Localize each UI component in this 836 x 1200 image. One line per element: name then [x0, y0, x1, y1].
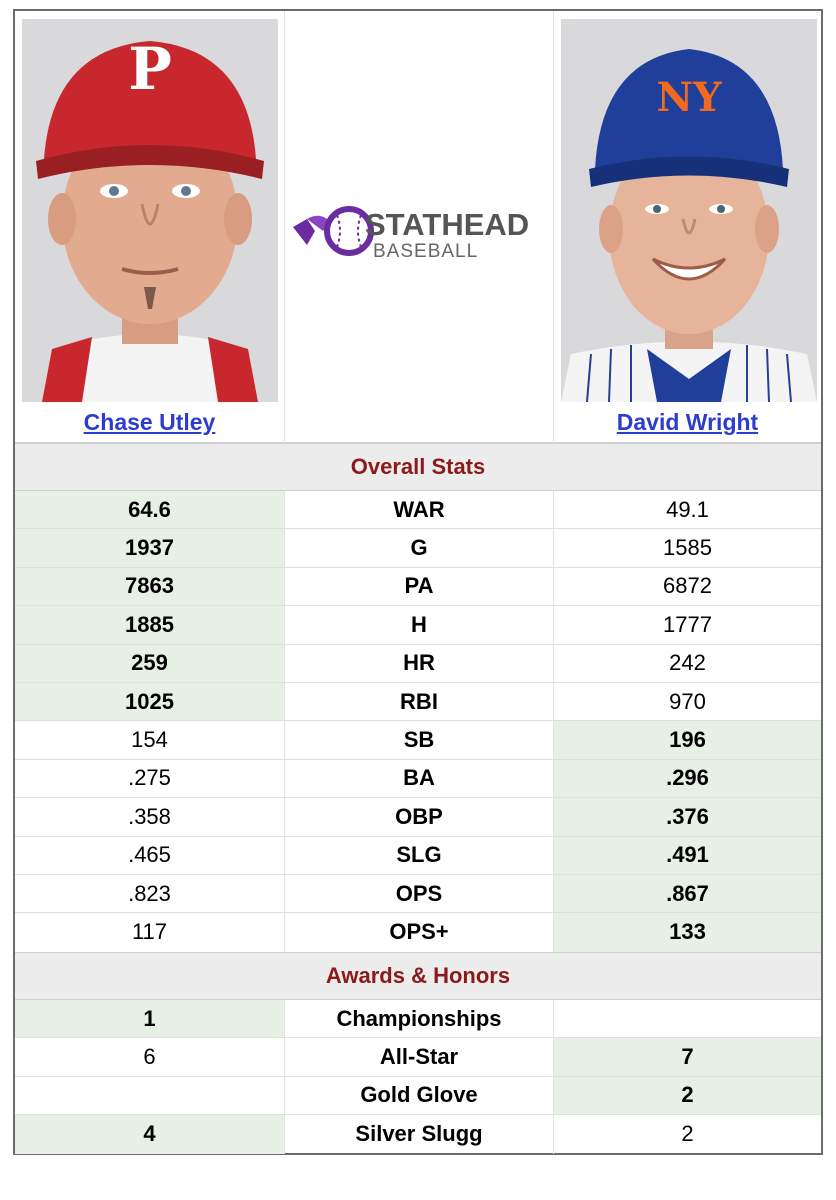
stat-label: Silver Slugg [284, 1115, 554, 1154]
stat-label: SLG [284, 836, 554, 874]
stat-label: Gold Glove [284, 1076, 554, 1115]
stat-label: SB [284, 721, 554, 759]
stat-row: 1025 RBI 970 [15, 682, 821, 722]
stat-row: 259 HR 242 [15, 644, 821, 683]
stat-row: 154 SB 196 [15, 721, 821, 760]
left-player-value: .275 [128, 765, 171, 791]
stat-row: Gold Glove 2 [15, 1076, 821, 1116]
right-player-value: 7 [554, 1038, 821, 1076]
stat-label: OBP [284, 798, 554, 836]
right-player-value: 1585 [663, 535, 712, 561]
comparison-card: P Chase Utley [13, 9, 823, 1155]
stat-row: .823 OPS .867 [15, 874, 821, 914]
stat-row: .465 SLG .491 [15, 836, 821, 875]
awards-table: 1 Championships 6 All-Star 7 Gold Glove 2 4 Silv… [15, 1000, 821, 1154]
stat-row: 4 Silver Slugg 2 [15, 1115, 821, 1154]
section-header-overall: Overall Stats [15, 443, 821, 491]
stat-row: 1 Championships [15, 1000, 821, 1039]
stat-row: .358 OBP .376 [15, 798, 821, 837]
player-photo-left: P [22, 19, 278, 402]
left-player-value [15, 1077, 284, 1114]
stat-row: 7863 PA 6872 [15, 567, 821, 607]
right-player-value: 6872 [663, 573, 712, 599]
right-player-value: 2 [554, 1076, 821, 1115]
stat-row: 1885 H 1777 [15, 606, 821, 645]
right-player-value: .491 [554, 836, 821, 874]
stat-label: RBI [284, 682, 554, 721]
left-player-value: 64.6 [15, 491, 284, 529]
stat-label: H [284, 606, 554, 644]
stat-row: 117 OPS+ 133 [15, 913, 821, 952]
right-player-value: 133 [554, 913, 821, 952]
left-player-value: .465 [128, 842, 171, 868]
left-player-value: 1025 [15, 682, 284, 721]
left-player-column: P Chase Utley [15, 11, 284, 443]
stat-label: OPS+ [284, 913, 554, 952]
left-player-value: 1 [15, 1000, 284, 1038]
left-player-value: 7863 [15, 567, 284, 606]
left-player-value: 259 [15, 644, 284, 682]
right-player-value: .296 [554, 759, 821, 798]
stat-label: Championships [284, 1000, 554, 1038]
left-player-value: 4 [15, 1115, 284, 1154]
left-player-value: .823 [128, 880, 171, 906]
section-header-awards: Awards & Honors [15, 952, 821, 1000]
stat-label: All-Star [284, 1038, 554, 1076]
player-photo-right: NY [561, 19, 817, 402]
stat-label: BA [284, 759, 554, 798]
left-player-value: 1885 [15, 606, 284, 644]
logo-text-baseball: BASEBALL [373, 241, 478, 261]
left-player-value: 6 [143, 1044, 156, 1070]
players-header: P Chase Utley [15, 11, 821, 443]
right-player-value: .376 [554, 798, 821, 836]
left-player-value: .358 [128, 803, 171, 829]
right-player-value: 196 [554, 721, 821, 759]
stat-label: PA [284, 567, 554, 606]
left-player-value: 117 [131, 919, 168, 945]
overall-stats-table: 64.6 WAR 49.1 1937 G 1585 7863 PA 6872 1885 H 1777 2… [15, 491, 821, 952]
player-name-right[interactable]: David Wright [616, 409, 759, 435]
right-player-value: 242 [669, 650, 706, 676]
stathead-logo: STATHEAD BASEBALL [293, 201, 549, 262]
cap-logo-left: P [128, 35, 172, 103]
logo-swoosh-icon [293, 219, 315, 245]
stat-label: WAR [284, 491, 554, 529]
cap-logo-right: NY [656, 74, 722, 121]
right-player-value: 970 [669, 688, 706, 714]
stat-row: 1937 G 1585 [15, 529, 821, 568]
left-player-value: 1937 [15, 529, 284, 567]
right-player-value: 49.1 [666, 496, 709, 522]
right-player-column: NY David Wright [554, 11, 821, 443]
stat-label: G [284, 529, 554, 567]
left-player-value: 154 [131, 727, 168, 753]
right-player-value: .867 [554, 874, 821, 913]
right-player-value [554, 1000, 821, 1037]
logo-column: STATHEAD BASEBALL [284, 11, 554, 443]
right-player-value: 1777 [663, 611, 712, 637]
stat-label: OPS [284, 874, 554, 913]
stat-row: 64.6 WAR 49.1 [15, 491, 821, 530]
player-name-left[interactable]: Chase Utley [83, 409, 216, 435]
stat-row: .275 BA .296 [15, 759, 821, 799]
logo-text-stathead: STATHEAD [365, 207, 529, 242]
stat-row: 6 All-Star 7 [15, 1038, 821, 1077]
right-player-value: 2 [681, 1121, 694, 1147]
stat-label: HR [284, 644, 554, 682]
